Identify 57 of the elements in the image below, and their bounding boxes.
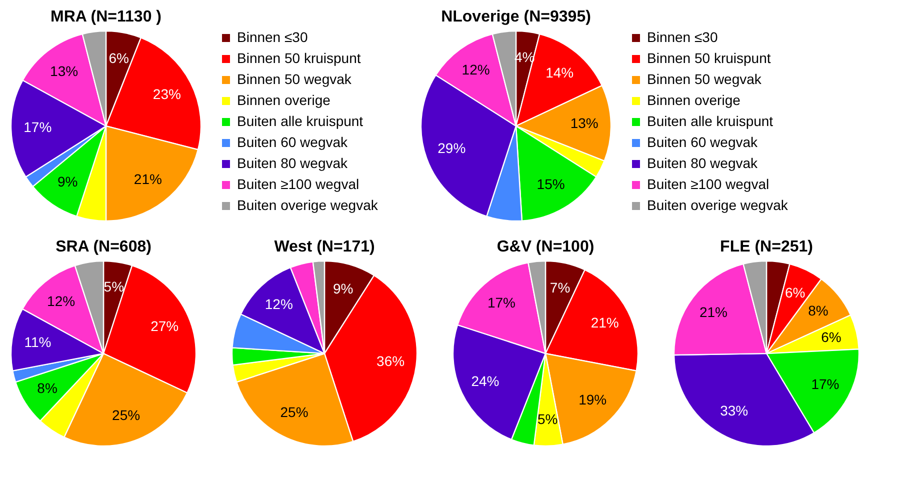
chart-title: FLE (N=251): [720, 238, 813, 256]
legend-label: Binnen ≤30: [647, 29, 718, 45]
legend-label: Buiten overige wegvak: [647, 197, 789, 213]
data-label: 11%: [24, 334, 52, 350]
data-label: 21%: [590, 314, 619, 330]
chart-title: SRA (N=608): [56, 238, 152, 256]
legend-label: Buiten alle kruispunt: [647, 113, 774, 129]
legend-label: Buiten ≥100 wegval: [647, 176, 770, 192]
data-label: 17%: [811, 376, 840, 392]
legend-label: Binnen 50 wegvak: [647, 71, 762, 87]
data-label: 21%: [134, 171, 162, 188]
data-label: 17%: [24, 119, 52, 136]
legend-label: Binnen 50 kruispunt: [647, 50, 771, 66]
data-label: 25%: [112, 407, 140, 424]
chart-title: West (N=171): [274, 238, 375, 256]
legend-label: Buiten alle kruispunt: [237, 113, 364, 129]
data-label: 6%: [785, 284, 806, 300]
data-label: 17%: [487, 294, 516, 311]
legend-label: Binnen 50 kruispunt: [237, 50, 361, 66]
legend-label: Buiten 80 wegvak: [647, 155, 759, 171]
data-label: 6%: [821, 328, 842, 345]
data-label: 33%: [720, 402, 748, 419]
chart-title: NLoverige (N=9395): [441, 8, 591, 26]
data-label: 14%: [546, 64, 574, 80]
data-label: 8%: [808, 302, 828, 319]
data-label: 12%: [462, 62, 490, 78]
data-label: 9%: [332, 280, 354, 297]
data-label: 7%: [550, 280, 570, 296]
data-label: 29%: [438, 140, 466, 156]
data-label: 13%: [570, 114, 598, 131]
data-label: 8%: [37, 380, 58, 396]
data-label: 15%: [536, 176, 565, 192]
data-label: 23%: [152, 86, 181, 102]
data-label: 12%: [47, 293, 76, 310]
legend-label: Buiten 60 wegvak: [237, 134, 349, 150]
data-label: 36%: [376, 352, 405, 369]
data-label: 19%: [578, 392, 607, 408]
legend-label: Binnen 50 wegvak: [237, 71, 352, 87]
legend-label: Binnen overige: [237, 92, 331, 108]
chart-title: G&V (N=100): [496, 238, 594, 256]
data-label: 25%: [280, 404, 308, 420]
legend-label: Buiten 60 wegvak: [647, 134, 759, 150]
chart-title: MRA (N=1130 ): [50, 8, 162, 26]
data-label: 27%: [150, 318, 179, 334]
data-label: 9%: [57, 174, 78, 190]
legend-label: Buiten ≥100 wegval: [237, 176, 360, 192]
data-label: 13%: [50, 62, 78, 79]
data-label: 21%: [699, 304, 728, 320]
legend-label: Binnen ≤30: [237, 29, 308, 45]
data-label: 12%: [264, 296, 293, 312]
data-label: 24%: [471, 372, 500, 389]
data-label: 5%: [537, 411, 558, 428]
data-label: 5%: [104, 278, 124, 295]
legend-label: Buiten overige wegvak: [237, 197, 379, 213]
data-label: 6%: [108, 50, 129, 66]
legend-label: Binnen overige: [647, 92, 741, 108]
legend-label: Buiten 80 wegvak: [237, 155, 349, 171]
